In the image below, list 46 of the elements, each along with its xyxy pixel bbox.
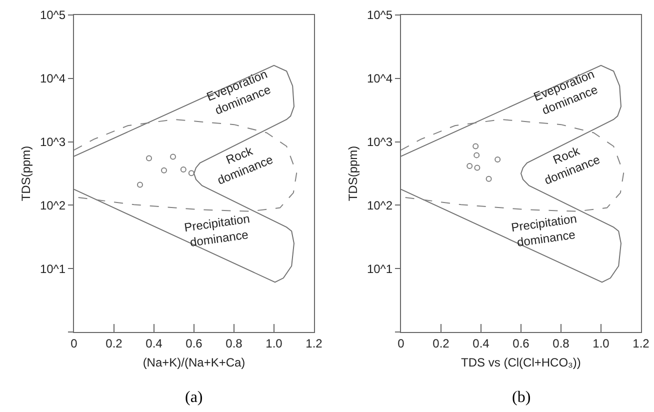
- point: [146, 155, 152, 162]
- x-tick-label: 0.6: [512, 336, 530, 350]
- y-tick-label: 10^1: [40, 262, 66, 276]
- point: [474, 152, 480, 158]
- y-tick-label: 10^4: [366, 72, 393, 86]
- y-tick-label: 10^5: [366, 8, 393, 22]
- y-tick-label: 10^2: [40, 198, 66, 212]
- x-tick-label: 0.4: [472, 336, 490, 350]
- x-tick-label: 1.0: [592, 336, 610, 350]
- y-axis-title: TDS(ppm): [346, 146, 360, 202]
- point: [494, 156, 501, 163]
- y-tick-label: 10^3: [40, 135, 66, 149]
- point: [188, 170, 194, 176]
- point: [137, 182, 143, 188]
- y-tick-label: 10^3: [366, 135, 393, 149]
- y-tick-label: 10^2: [366, 198, 393, 212]
- point: [472, 143, 479, 150]
- x-tick-label: 1.2: [632, 336, 650, 350]
- line-series: [74, 118, 298, 212]
- text: (a): [185, 389, 203, 406]
- point: [170, 154, 176, 160]
- x-axis-title: TDS vs (Cl(Cl+HCO₃)): [461, 355, 581, 370]
- annotation: Precipitation dominance: [510, 212, 578, 250]
- x-tick-label: 1.2: [306, 336, 323, 350]
- x-tick-label: 0.6: [186, 336, 203, 350]
- point: [474, 164, 480, 171]
- y-axis-title: TDS(ppm): [19, 146, 34, 202]
- x-tick-label: 1.0: [266, 336, 283, 350]
- y-tick-label: 10^5: [40, 8, 66, 22]
- x-tick-label: 0: [70, 336, 78, 350]
- annotation: Precipitation dominance: [183, 212, 251, 250]
- x-tick-label: 0.2: [432, 336, 450, 350]
- x-tick-label: 0.2: [106, 336, 123, 350]
- point: [486, 176, 492, 182]
- x-axis-title: (Na+K)/(Na+K+Ca): [142, 355, 246, 370]
- x-tick-label: 0.8: [226, 336, 243, 350]
- point: [180, 166, 186, 173]
- point: [466, 163, 473, 170]
- line-series: [401, 118, 624, 212]
- y-tick-label: 10^1: [366, 262, 393, 276]
- point: [161, 167, 167, 174]
- x-tick-label: 0: [398, 336, 405, 350]
- x-tick-label: 0.8: [552, 336, 570, 350]
- text: (b): [512, 389, 531, 406]
- y-tick-label: 10^4: [40, 72, 66, 86]
- x-tick-label: 0.4: [146, 336, 163, 350]
